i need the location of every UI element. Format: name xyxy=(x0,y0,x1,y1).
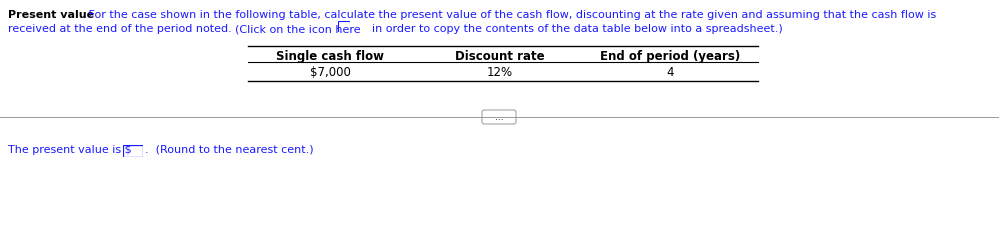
Text: The present value is $: The present value is $ xyxy=(8,144,132,154)
Text: 12%: 12% xyxy=(487,66,513,79)
Text: Present value: Present value xyxy=(8,10,94,20)
Text: Discount rate: Discount rate xyxy=(456,50,544,63)
Text: For the case shown in the following table, calculate the present value of the ca: For the case shown in the following tabl… xyxy=(78,10,936,20)
Text: End of period (years): End of period (years) xyxy=(599,50,740,63)
Text: .  (Round to the nearest cent.): . (Round to the nearest cent.) xyxy=(145,144,314,154)
Text: in order to copy the contents of the data table below into a spreadsheet.): in order to copy the contents of the dat… xyxy=(358,24,783,34)
Text: 4: 4 xyxy=(666,66,673,79)
FancyBboxPatch shape xyxy=(123,146,143,157)
FancyBboxPatch shape xyxy=(338,22,350,33)
Text: Single cash flow: Single cash flow xyxy=(276,50,384,63)
Text: ...: ... xyxy=(495,113,503,122)
Text: received at the end of the period noted.: received at the end of the period noted. xyxy=(8,24,232,34)
Text: (Click on the icon here: (Click on the icon here xyxy=(228,24,361,34)
FancyBboxPatch shape xyxy=(482,110,516,124)
Text: $7,000: $7,000 xyxy=(310,66,351,79)
